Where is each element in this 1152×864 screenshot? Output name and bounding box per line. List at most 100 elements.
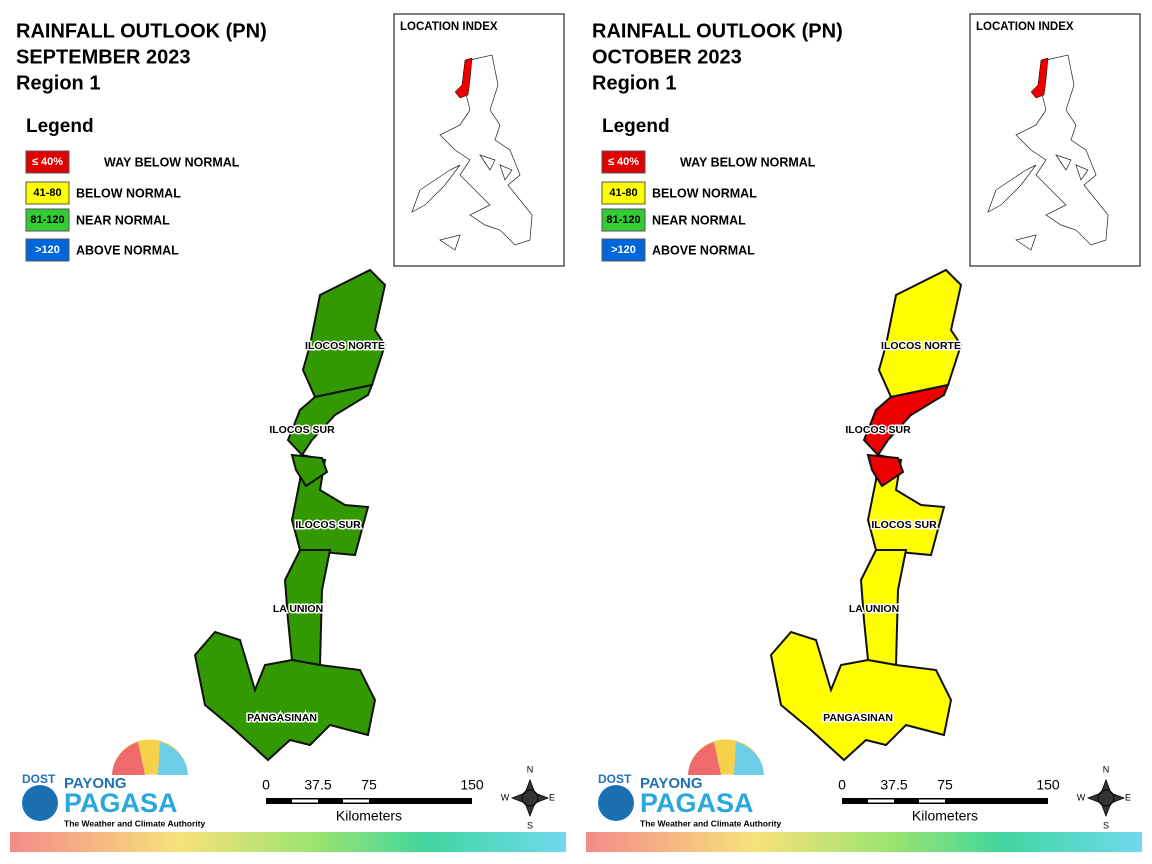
logo-umbrella-right — [734, 742, 764, 775]
legend-title: Legend — [26, 116, 94, 137]
logo-dost-text: DOST — [598, 772, 632, 786]
legend-label: WAY BELOW NORMAL — [680, 155, 816, 169]
legend-label: BELOW NORMAL — [76, 186, 181, 200]
compass-rose — [510, 778, 550, 818]
legend-swatch — [601, 208, 646, 232]
province-shape — [301, 268, 387, 399]
legend-swatch — [601, 150, 646, 174]
legend-title: Legend — [602, 116, 670, 137]
legend-label: ABOVE NORMAL — [652, 243, 755, 257]
province-label: PANGASINAN — [247, 712, 317, 724]
map-title: RAINFALL OUTLOOK (PN) — [16, 20, 267, 42]
scale-unit: Kilometers — [912, 808, 978, 824]
color-band — [586, 832, 1142, 852]
legend-swatch — [601, 238, 646, 262]
legend-swatch — [25, 208, 70, 232]
location-index-box — [969, 13, 1141, 267]
map-title: OCTOBER 2023 — [592, 46, 742, 68]
legend-label: ABOVE NORMAL — [76, 243, 179, 257]
compass-label: E — [549, 792, 555, 802]
province-label: ILOCOS NORTE — [305, 340, 385, 352]
map-title: SEPTEMBER 2023 — [16, 46, 191, 68]
logo-umbrella-left — [688, 742, 721, 775]
legend-swatch — [25, 238, 70, 262]
province-shape — [193, 630, 377, 762]
legend-swatch — [25, 181, 70, 205]
map-panel: RAINFALL OUTLOOK (PN) OCTOBER 2023 Region … — [586, 13, 1142, 852]
province-label: LA UNION — [273, 603, 323, 615]
legend-code: 41-80 — [609, 187, 637, 199]
logo-tagline: The Weather and Climate Authority — [640, 818, 781, 828]
compass-label: N — [527, 764, 534, 774]
legend-code: >120 — [35, 244, 60, 256]
legend-code: 41-80 — [33, 187, 61, 199]
logo-payong: PAYONG — [64, 775, 127, 792]
scale-unit: Kilometers — [336, 808, 402, 824]
logo-tagline: The Weather and Climate Authority — [64, 818, 205, 828]
scale-bar-white — [343, 799, 369, 803]
province-label: ILOCOS SUR — [295, 519, 361, 531]
legend-label: BELOW NORMAL — [652, 186, 757, 200]
legend-code: ≤ 40% — [608, 156, 639, 168]
legend-swatch — [601, 181, 646, 205]
province-shape — [286, 383, 374, 457]
philippines-outline — [411, 54, 533, 251]
legend-code: 81-120 — [30, 214, 64, 226]
location-index-title: LOCATION INDEX — [976, 21, 1074, 33]
scale-label: 37.5 — [304, 777, 331, 793]
compass-label: N — [1103, 764, 1110, 774]
map-title: Region 1 — [16, 72, 100, 94]
region-highlight — [454, 57, 473, 99]
scale-label: 150 — [1036, 777, 1060, 793]
province-label: LA UNION — [849, 603, 899, 615]
province-shape — [877, 268, 963, 399]
compass-label: W — [1077, 792, 1086, 802]
compass-ring — [521, 789, 539, 807]
logo-umbrella-right — [158, 742, 188, 775]
logo-umbrella-left — [112, 742, 145, 775]
legend-label: WAY BELOW NORMAL — [104, 155, 240, 169]
province-shape — [866, 453, 905, 488]
map-title: Region 1 — [592, 72, 676, 94]
scale-label: 0 — [838, 777, 846, 793]
legend-swatch — [25, 150, 70, 174]
color-band — [10, 832, 566, 852]
logo-dost — [22, 785, 58, 821]
legend-label: NEAR NORMAL — [652, 213, 746, 227]
logo-pagasa: PAGASA — [64, 788, 178, 818]
compass-rose — [1086, 778, 1126, 818]
province-label: ILOCOS NORTE — [881, 340, 961, 352]
logo-dost — [598, 785, 634, 821]
philippines-outline — [987, 54, 1109, 251]
scale-label: 37.5 — [880, 777, 907, 793]
map-panel: RAINFALL OUTLOOK (PN) SEPTEMBER 2023 Regio… — [10, 13, 566, 852]
location-index-title: LOCATION INDEX — [400, 21, 498, 33]
compass-label: E — [1125, 792, 1131, 802]
scale-bar-white — [919, 799, 945, 803]
province-label: PANGASINAN — [823, 712, 893, 724]
logo-payong: PAYONG — [640, 775, 703, 792]
legend-code: >120 — [611, 244, 636, 256]
region-highlight — [1030, 57, 1049, 99]
province-label: ILOCOS SUR — [269, 424, 335, 436]
province-shape — [290, 453, 329, 488]
location-index-box — [393, 13, 565, 267]
legend-code: 81-120 — [606, 214, 640, 226]
scale-label: 0 — [262, 777, 270, 793]
map-title: RAINFALL OUTLOOK (PN) — [592, 20, 843, 42]
compass-ring — [1097, 789, 1115, 807]
province-shape — [769, 630, 953, 762]
compass-label: S — [1103, 820, 1109, 830]
province-label: ILOCOS SUR — [871, 519, 937, 531]
scale-bar-white — [292, 799, 318, 803]
scale-label: 150 — [460, 777, 484, 793]
logo-pagasa: PAGASA — [640, 788, 754, 818]
scale-label: 75 — [361, 777, 377, 793]
province-shape — [862, 383, 950, 457]
compass-label: W — [501, 792, 510, 802]
scale-bar-white — [868, 799, 894, 803]
province-label: ILOCOS SUR — [845, 424, 911, 436]
legend-code: ≤ 40% — [32, 156, 63, 168]
logo-dost-text: DOST — [22, 772, 56, 786]
